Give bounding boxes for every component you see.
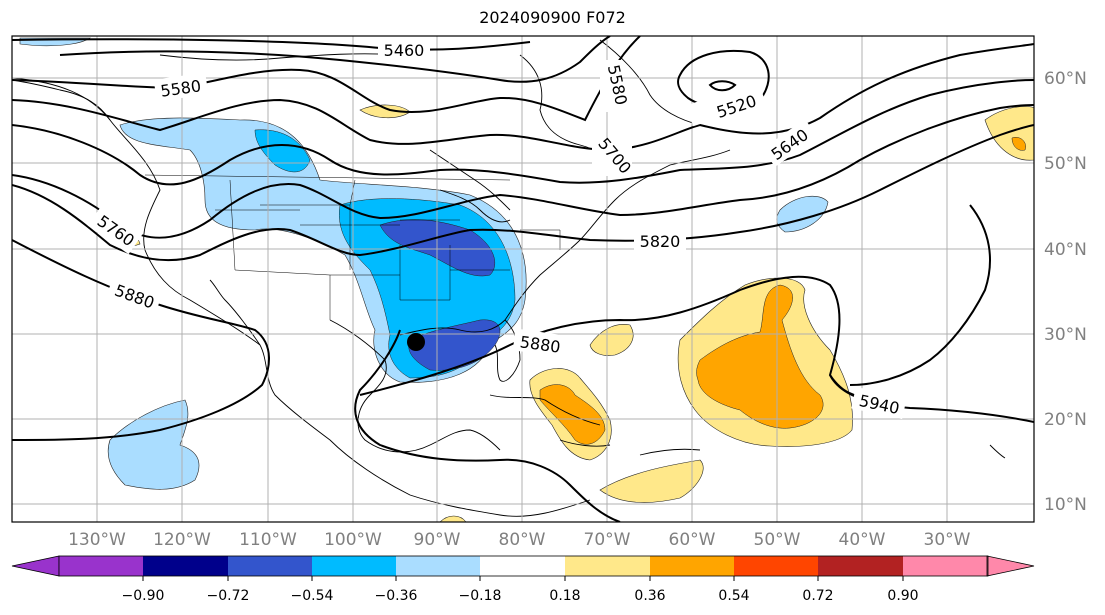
anomaly-light-yellow-subtropical: [589, 324, 634, 356]
lat-label-50n: 50°N: [1044, 154, 1087, 174]
coastlines: [12, 39, 1006, 517]
lat-label-30n: 30°N: [1044, 325, 1087, 345]
colorbar-label-5: −0.18: [459, 588, 502, 604]
colorbar-segment-11: [903, 556, 988, 576]
colorbar-segment-9: [734, 556, 819, 576]
political-borders: [144, 174, 561, 320]
lon-label-80w: 80°W: [499, 530, 546, 550]
contour-5700: [12, 79, 1034, 186]
anomaly-light-blue-east-pacific: [107, 399, 200, 490]
lon-label-90w: 90°W: [414, 530, 461, 550]
map-frame: [11, 35, 1035, 523]
lon-label-50w: 50°W: [754, 530, 801, 550]
lat-label-10n: 10°N: [1044, 495, 1087, 515]
colorbar-label-6: 0.18: [549, 588, 580, 604]
lon-label-70w: 70°W: [584, 530, 631, 550]
colorbar-segment-6: [480, 556, 566, 576]
colorbar-label-1: −0.90: [122, 588, 165, 604]
colorbar-label-10: 0.90: [887, 588, 918, 604]
contour-5880-loop: [354, 329, 621, 522]
anomaly-orange-caribbean: [539, 384, 606, 445]
contour-5520-top: [59, 36, 611, 83]
lat-label-60n: 60°N: [1044, 69, 1087, 89]
contour-5520-small: [708, 80, 737, 92]
lon-label-60w: 60°W: [669, 530, 716, 550]
contour-5820: [12, 124, 1034, 262]
contour-label-5820: 5820: [640, 232, 681, 251]
colorbar-segment-10: [818, 556, 904, 576]
colorbar-label-8: 0.54: [718, 588, 749, 604]
colorbar-label-4: −0.36: [375, 588, 418, 604]
lon-label-110w: 110°W: [239, 530, 297, 550]
lon-label-130w: 130°W: [68, 530, 126, 550]
colorbar-label-9: 0.72: [802, 588, 833, 604]
colorbar-extend-high: [986, 555, 1035, 577]
colorbar-segment-1: [59, 556, 144, 576]
colorbar-label-3: −0.54: [291, 588, 334, 604]
contour-5640: [12, 43, 1034, 152]
lon-label-120w: 120°W: [153, 530, 211, 550]
contour-5880-east: [359, 275, 1034, 423]
anomaly-light-yellow-lesser-antilles: [599, 459, 704, 503]
contour-5460: [12, 38, 531, 51]
contour-labels: 5460 5520 5580 5580 5640 5700 5760 5820 …: [87, 38, 907, 420]
lat-label-40n: 40°N: [1044, 240, 1087, 260]
contour-east-ridge: [849, 204, 991, 386]
colorbar-label-2: −0.72: [207, 588, 250, 604]
anomaly-orange-northeast-atlantic: [1011, 137, 1026, 151]
contour-label-5460: 5460: [384, 41, 425, 60]
colorbar-segment-4: [312, 556, 397, 576]
anomaly-orange-central-atlantic: [696, 284, 824, 429]
colorbar-segment-3: [228, 556, 313, 576]
lon-label-30w: 30°W: [924, 530, 971, 550]
colorbar-extend-low: [11, 555, 60, 577]
contour-5760: [12, 104, 1034, 239]
longitude-labels: 130°W 120°W 110°W 100°W 90°W 80°W 70°W 6…: [68, 530, 971, 550]
colorbar-segment-5: [396, 556, 481, 576]
colorbar-label-7: 0.36: [634, 588, 665, 604]
latitude-labels: 60°N 50°N 40°N 30°N 20°N 10°N: [1044, 69, 1087, 515]
lat-label-20n: 20°N: [1044, 410, 1087, 430]
storm-center-marker: [407, 333, 425, 351]
lon-label-100w: 100°W: [324, 530, 382, 550]
colorbar-segment-2: [143, 556, 228, 576]
lon-label-40w: 40°W: [839, 530, 886, 550]
colorbar-segment-8: [650, 556, 735, 576]
colorbar: −0.90 −0.72 −0.54 −0.36 −0.18 0.18 0.36 …: [11, 555, 1035, 604]
colorbar-segment-7: [565, 556, 651, 576]
map-title: 2024090900 F072: [479, 8, 626, 27]
